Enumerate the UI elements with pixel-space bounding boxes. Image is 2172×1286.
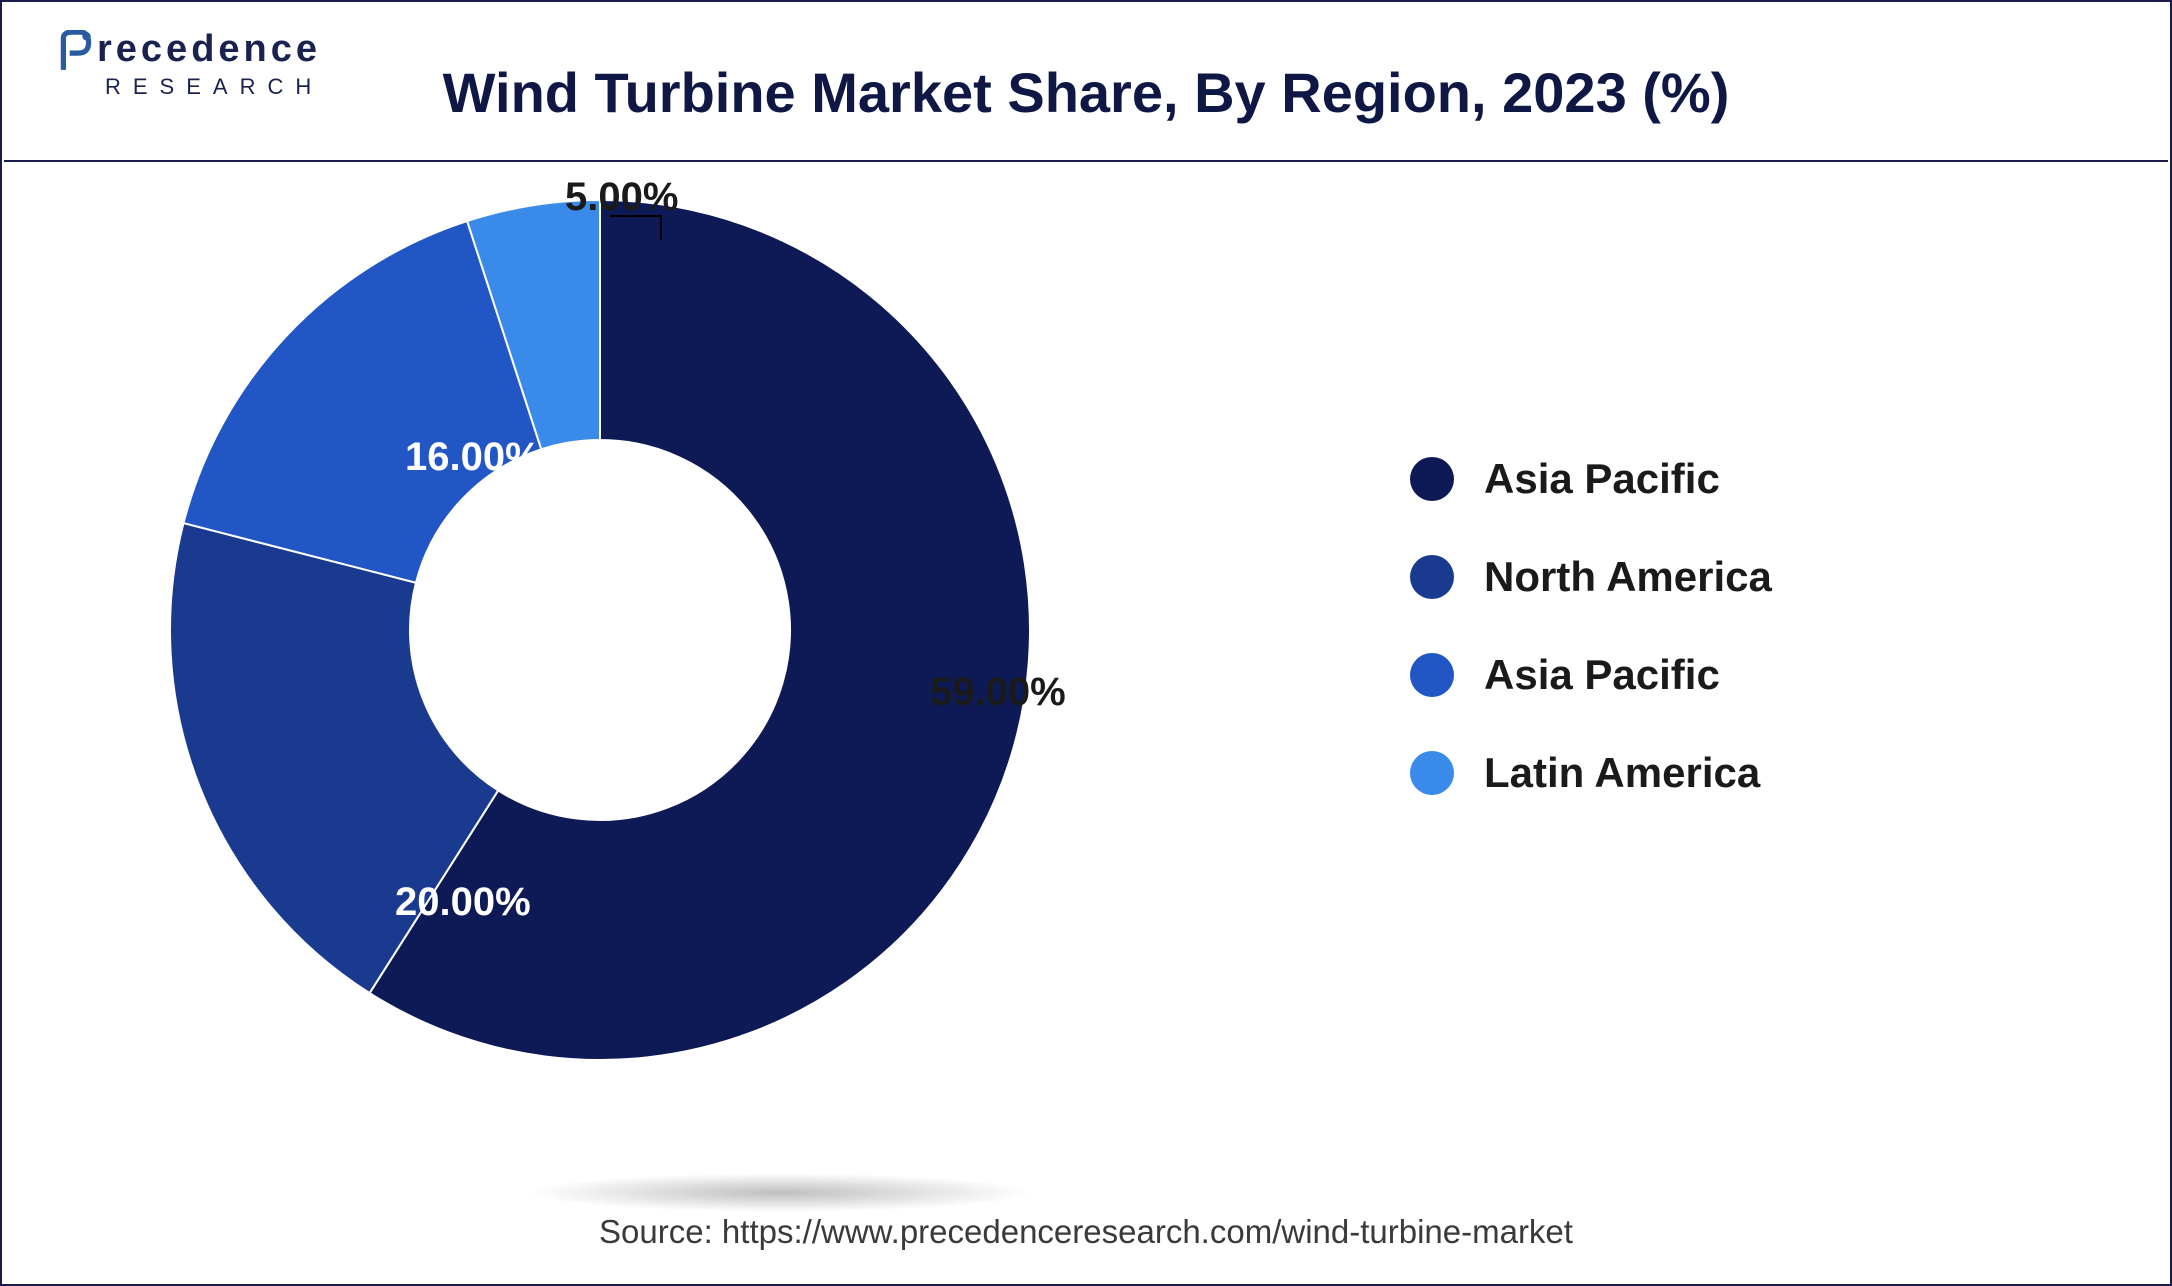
title-divider xyxy=(4,160,2168,162)
legend-item: Asia Pacific xyxy=(1410,651,1772,699)
brand-logo: recedence RESEARCH xyxy=(55,30,323,100)
legend-item: Asia Pacific xyxy=(1410,455,1772,503)
legend: Asia Pacific North America Asia Pacific … xyxy=(1410,455,1772,847)
slice-label-3: 5.00% xyxy=(565,175,678,220)
slice-label-1: 20.00% xyxy=(395,880,531,925)
legend-item: North America xyxy=(1410,553,1772,601)
source-text: Source: https://www.precedenceresearch.c… xyxy=(599,1213,1573,1251)
legend-item: Latin America xyxy=(1410,749,1772,797)
donut-svg xyxy=(150,180,1050,1080)
logo-subtext: RESEARCH xyxy=(105,74,323,100)
donut-chart: 59.00% 20.00% 16.00% 5.00% xyxy=(150,180,1050,1080)
logo-text: recedence xyxy=(97,30,321,68)
legend-label: Asia Pacific xyxy=(1484,455,1720,503)
legend-swatch xyxy=(1410,751,1454,795)
legend-swatch xyxy=(1410,457,1454,501)
leader-line-h xyxy=(610,215,660,217)
slice-label-2: 16.00% xyxy=(405,435,541,480)
legend-swatch xyxy=(1410,555,1454,599)
legend-label: Asia Pacific xyxy=(1484,651,1720,699)
chart-shadow xyxy=(420,1165,1140,1220)
legend-label: North America xyxy=(1484,553,1772,601)
slice-label-0: 59.00% xyxy=(930,670,1066,715)
logo-icon xyxy=(55,30,97,72)
chart-title: Wind Turbine Market Share, By Region, 20… xyxy=(443,60,1730,125)
legend-swatch xyxy=(1410,653,1454,697)
donut-hole xyxy=(410,440,790,820)
leader-line-v xyxy=(660,215,662,240)
legend-label: Latin America xyxy=(1484,749,1760,797)
